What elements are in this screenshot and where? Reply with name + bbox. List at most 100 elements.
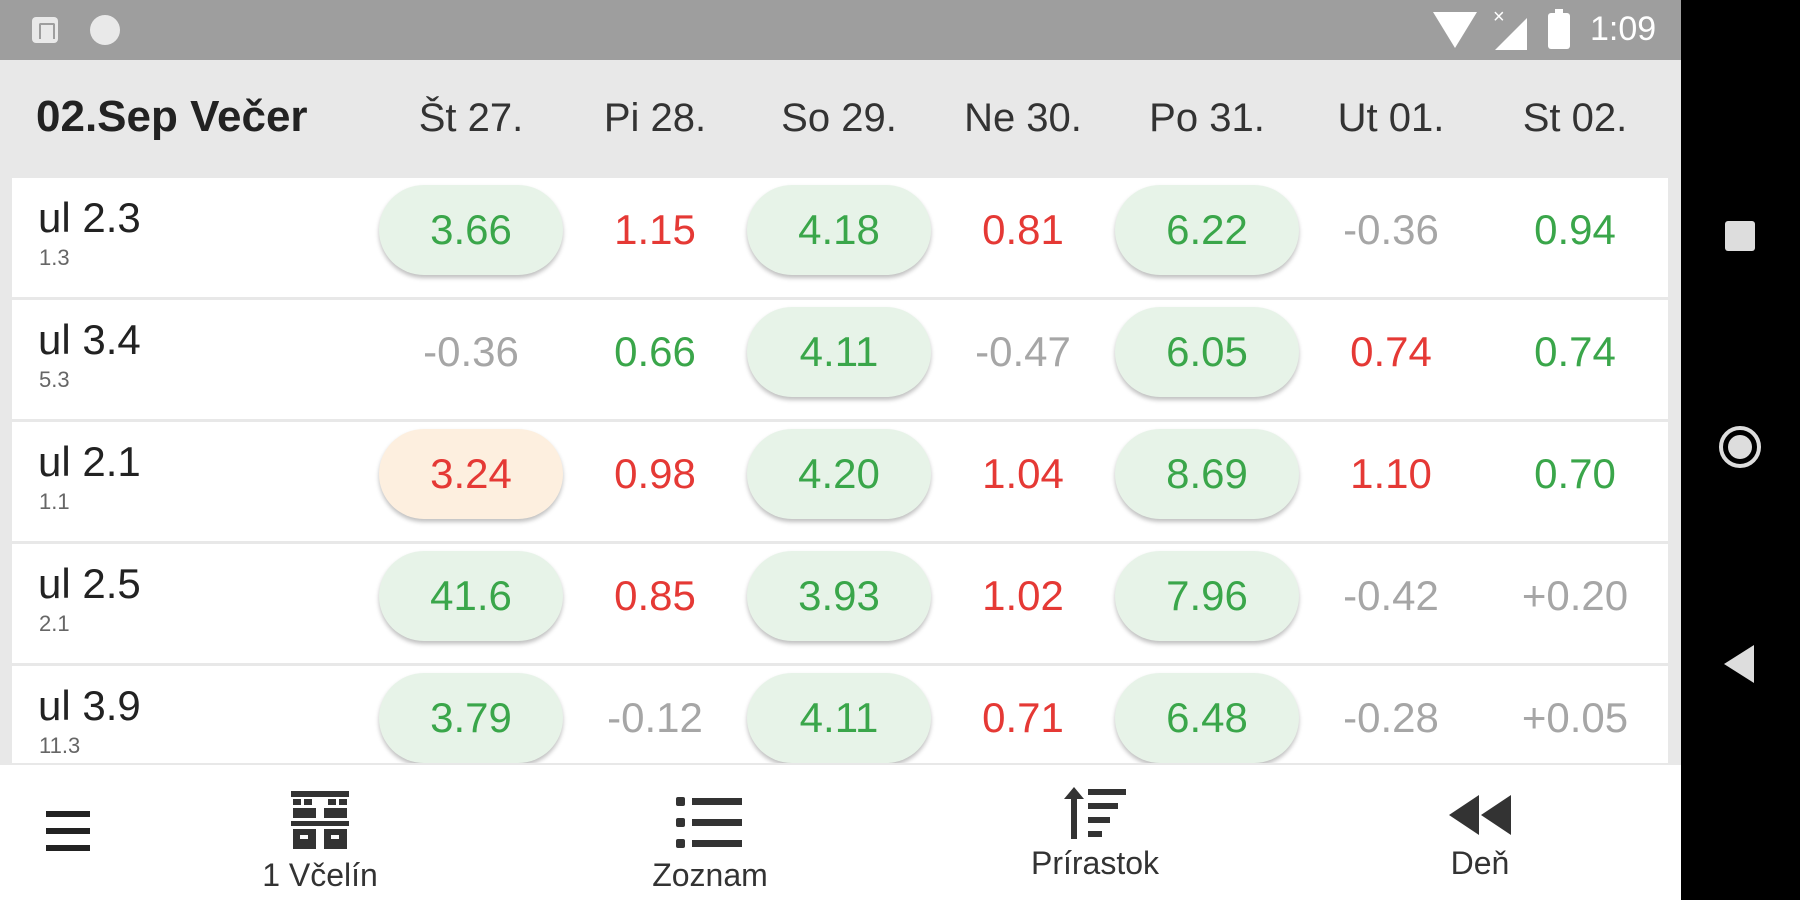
weight-cell[interactable]: 4.11	[747, 307, 931, 397]
weight-cell[interactable]: 0.85	[563, 551, 747, 641]
battery-icon	[1548, 9, 1570, 49]
weight-cell[interactable]: 0.74	[1483, 307, 1667, 397]
weight-value: 3.79	[430, 694, 512, 741]
highlight-pill	[747, 673, 931, 763]
highlight-pill	[747, 307, 931, 397]
weight-value: 0.94	[1534, 206, 1616, 253]
weight-value: 0.66	[614, 328, 696, 375]
weight-cell[interactable]: 8.69	[1115, 429, 1299, 519]
day-header[interactable]: Po 31.	[1149, 96, 1265, 140]
apiary-icon	[291, 791, 349, 849]
nav-day-label: Deň	[1450, 845, 1510, 881]
highlight-pill	[1115, 429, 1299, 519]
weight-cell[interactable]: 3.66	[379, 185, 563, 275]
weight-value: +0.05	[1521, 694, 1629, 741]
day-header[interactable]: Ne 30.	[964, 96, 1082, 140]
weight-value: 4.11	[799, 328, 879, 375]
weight-cell[interactable]: -0.47	[931, 307, 1115, 397]
day-header[interactable]: St 02.	[1522, 96, 1628, 140]
rewind-icon	[1449, 795, 1511, 835]
weight-value: 8.69	[1166, 450, 1248, 497]
weight-cell[interactable]: -0.42	[1299, 551, 1483, 641]
weight-value: -0.12	[607, 694, 703, 741]
nav-apiary-label: 1 Včelín	[262, 857, 378, 893]
weight-cell[interactable]: 6.48	[1115, 673, 1299, 763]
weight-cell[interactable]: 4.20	[747, 429, 931, 519]
weight-cell[interactable]: 4.11	[747, 673, 931, 763]
weight-cell[interactable]: +0.05	[1483, 673, 1667, 763]
nav-increment-label: Prírastok	[1030, 845, 1160, 881]
sort-increment-icon	[1064, 787, 1126, 839]
table-row[interactable]: ul 3.9 11.3 3.79 -0.12 4.11 0.71 6.48 -0.28 +0.0…	[12, 666, 1668, 763]
weight-cell[interactable]: 0.94	[1483, 185, 1667, 275]
nav-increment-button[interactable]: Prírastok	[1000, 765, 1190, 900]
hive-table: ul 2.3 1.3 3.66 1.15 4.18 0.81 6.22 -0.36 0.94 ul…	[12, 178, 1668, 763]
weight-cell[interactable]: 0.98	[563, 429, 747, 519]
weight-value: 0.74	[1350, 328, 1432, 375]
weight-cell[interactable]: 41.6	[379, 551, 563, 641]
weight-cell[interactable]: 1.15	[563, 185, 747, 275]
weight-value: 4.18	[798, 206, 880, 253]
weight-cell[interactable]: 0.71	[931, 673, 1115, 763]
table-row[interactable]: ul 3.4 5.3 -0.36 0.66 4.11 -0.47 6.05 0.74 0.74	[12, 300, 1668, 419]
weight-cell[interactable]: +0.20	[1483, 551, 1667, 641]
weight-value: 6.22	[1166, 206, 1248, 253]
weight-cell[interactable]: 6.22	[1115, 185, 1299, 275]
recent-apps-icon[interactable]	[1725, 221, 1755, 251]
day-header[interactable]: Pi 28.	[603, 96, 707, 140]
highlight-pill	[379, 185, 563, 275]
weight-cell[interactable]: 1.10	[1299, 429, 1483, 519]
weight-cell[interactable]: 1.04	[931, 429, 1115, 519]
nav-day-button[interactable]: Deň	[1390, 765, 1570, 900]
weight-cell[interactable]: -0.36	[1299, 185, 1483, 275]
hive-subvalue: 11.3	[39, 733, 81, 758]
weight-value: 1.02	[982, 572, 1064, 619]
back-icon[interactable]	[1724, 645, 1754, 683]
highlight-pill	[1115, 307, 1299, 397]
no-signal-x-icon: ×	[1493, 6, 1505, 28]
hive-name: ul 3.9	[38, 682, 141, 729]
hive-subvalue: 1.1	[39, 489, 70, 514]
weight-cell[interactable]: 3.24	[379, 429, 563, 519]
highlight-pill	[379, 551, 563, 641]
table-row[interactable]: ul 2.1 1.1 3.24 0.98 4.20 1.04 8.69 1.10 0.70	[12, 422, 1668, 541]
day-header[interactable]: Ut 01.	[1337, 96, 1445, 140]
hive-name: ul 2.1	[38, 438, 141, 485]
nav-list-label: Zoznam	[652, 857, 768, 893]
page-title[interactable]: 02.Sep Večer	[36, 92, 308, 141]
highlight-pill	[1115, 551, 1299, 641]
nav-apiary-button[interactable]: 1 Včelín	[230, 765, 410, 900]
weight-cell[interactable]: 4.18	[747, 185, 931, 275]
highlight-pill	[1115, 185, 1299, 275]
highlight-pill	[747, 551, 931, 641]
weight-cell[interactable]: 3.93	[747, 551, 931, 641]
weight-cell[interactable]: -0.36	[379, 307, 563, 397]
table-row[interactable]: ul 2.5 2.1 41.6 0.85 3.93 1.02 7.96 -0.42 +0.20	[12, 544, 1668, 663]
weight-value: 4.20	[798, 450, 880, 497]
highlight-pill	[1115, 673, 1299, 763]
weight-value: 0.71	[982, 694, 1064, 741]
cell-signal-icon	[1495, 18, 1527, 50]
weight-value: 0.81	[982, 206, 1064, 253]
weight-value: 0.74	[1534, 328, 1616, 375]
weight-value: -0.36	[423, 328, 519, 375]
weight-value: 1.04	[982, 450, 1064, 497]
weight-cell[interactable]: 3.79	[379, 673, 563, 763]
hive-name: ul 2.5	[38, 560, 141, 607]
weight-cell[interactable]: 0.66	[563, 307, 747, 397]
hamburger-menu-icon[interactable]	[46, 811, 90, 851]
home-icon[interactable]	[1719, 426, 1761, 468]
weight-cell[interactable]: 0.74	[1299, 307, 1483, 397]
weight-cell[interactable]: 0.81	[931, 185, 1115, 275]
nav-list-button[interactable]: Zoznam	[620, 765, 800, 900]
day-header[interactable]: So 29.	[781, 96, 897, 140]
weight-cell[interactable]: -0.28	[1299, 673, 1483, 763]
weight-cell[interactable]: 0.70	[1483, 429, 1667, 519]
weight-cell[interactable]: -0.12	[563, 673, 747, 763]
day-header[interactable]: Št 27.	[418, 96, 524, 140]
weight-cell[interactable]: 7.96	[1115, 551, 1299, 641]
weight-cell[interactable]: 1.02	[931, 551, 1115, 641]
table-row[interactable]: ul 2.3 1.3 3.66 1.15 4.18 0.81 6.22 -0.36 0.94	[12, 178, 1668, 297]
weight-cell[interactable]: 6.05	[1115, 307, 1299, 397]
bottom-navigation: 1 Včelín Zoznam Prírastok	[0, 765, 1681, 900]
